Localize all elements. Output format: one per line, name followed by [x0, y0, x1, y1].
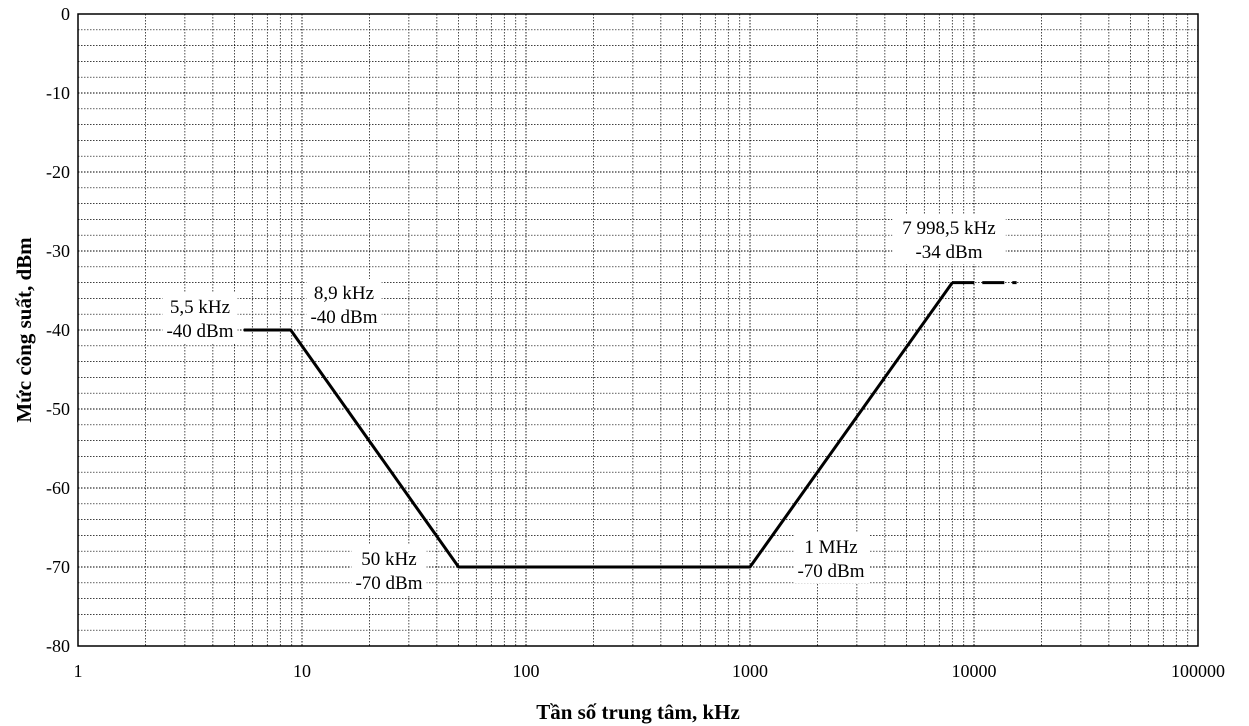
annotation-line: 7 998,5 kHz — [902, 218, 995, 239]
x-tick-label: 10000 — [952, 661, 997, 681]
x-tick-label: 10 — [293, 661, 311, 681]
annotation-line: 8,9 kHz — [314, 283, 374, 304]
annotation-line: -70 dBm — [355, 573, 422, 594]
y-tick-labels: 0 -10 -20 -30 -40 -50 -60 -70 -80 — [46, 4, 70, 656]
annotation-background — [793, 533, 869, 583]
x-tick-label: 1 — [74, 661, 83, 681]
plot-frame — [77, 13, 1199, 647]
annotation-background — [892, 214, 1006, 264]
y-axis-title: Mức công suất, dBm — [12, 237, 36, 423]
x-tick-label: 1000 — [732, 661, 768, 681]
annotation-line: -34 dBm — [915, 242, 982, 263]
annotation-a1: 5,5 kHz -40 dBm — [166, 297, 233, 342]
y-tick-label: -50 — [46, 399, 70, 419]
annotation-line: 1 MHz — [804, 537, 857, 558]
annotation-line: 50 kHz — [361, 549, 416, 570]
annotation-line: -70 dBm — [797, 561, 864, 582]
y-tick-label: -20 — [46, 162, 70, 182]
y-tick-label: -30 — [46, 241, 70, 261]
annotation-a2: 8,9 kHz -40 dBm — [310, 283, 377, 328]
series-group — [243, 281, 1017, 569]
y-tick-label: -70 — [46, 557, 70, 577]
annotation-a3: 50 kHz -70 dBm — [355, 549, 422, 594]
x-tick-labels: 1 10 100 1000 10000 100000 — [74, 661, 1226, 681]
y-tick-label: -80 — [46, 636, 70, 656]
x-tick-label: 100 — [513, 661, 540, 681]
annotation-background — [306, 279, 382, 329]
annotation-line: -40 dBm — [310, 307, 377, 328]
y-tick-label: 0 — [61, 4, 70, 24]
annotation-a5: 7 998,5 kHz -34 dBm — [902, 218, 995, 263]
annotations: 5,5 kHz -40 dBm 8,9 kHz -40 dBm 50 kHz -70 dB… — [166, 218, 995, 594]
annotation-line: 5,5 kHz — [170, 297, 230, 318]
y-tick-label: -60 — [46, 478, 70, 498]
annotation-background — [351, 545, 427, 595]
y-tick-label: -40 — [46, 320, 70, 340]
annotation-backgrounds — [162, 214, 1006, 595]
y-tick-label: -10 — [46, 83, 70, 103]
annotation-a4: 1 MHz -70 dBm — [797, 537, 864, 582]
annotation-line: -40 dBm — [166, 321, 233, 342]
x-axis-title: Tần số trung tâm, kHz — [536, 700, 740, 724]
x-tick-label: 100000 — [1171, 661, 1225, 681]
annotation-background — [162, 293, 238, 343]
